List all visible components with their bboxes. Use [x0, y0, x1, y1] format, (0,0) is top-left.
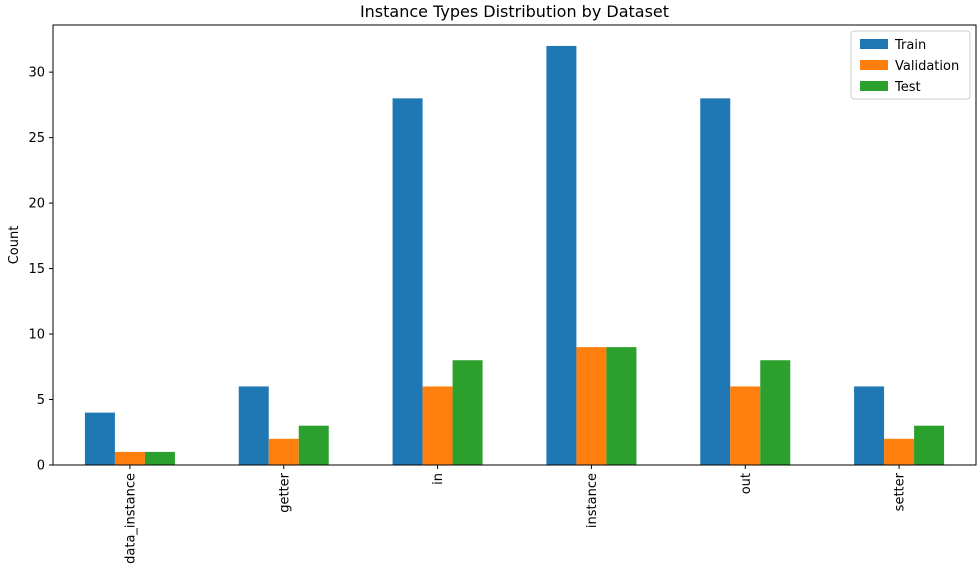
x-tick-label: instance — [585, 473, 600, 528]
x-tick-label: in — [431, 473, 446, 485]
y-tick-label: 15 — [28, 262, 45, 277]
plot-frame — [52, 24, 977, 466]
bar-test-data-instance — [144, 451, 175, 465]
plot-area — [84, 45, 945, 465]
bar-train-in — [392, 98, 423, 465]
bar-test-in — [452, 360, 483, 465]
x-axis-ticks: data_instance getter in instance out setter — [123, 465, 908, 564]
y-tick-label: 30 — [28, 66, 45, 81]
bar-test-setter — [914, 425, 945, 465]
bar-validation-data-instance — [114, 451, 145, 465]
legend-label-train: Train — [894, 38, 926, 53]
y-tick-label: 25 — [28, 131, 45, 146]
bar-train-instance — [546, 45, 577, 465]
bar-test-getter — [298, 425, 329, 465]
y-tick-label: 10 — [28, 328, 45, 343]
bar-train-data-instance — [84, 412, 115, 465]
y-tick-label: 5 — [37, 393, 45, 408]
x-tick-label: data_instance — [123, 473, 138, 564]
legend-swatch-train — [860, 39, 888, 49]
bar-train-getter — [238, 386, 269, 465]
y-axis-ticks: 0 5 10 15 20 25 30 — [28, 66, 53, 474]
legend-swatch-test — [860, 81, 888, 91]
bar-test-out — [760, 360, 791, 465]
chart-title: Instance Types Distribution by Dataset — [360, 2, 669, 21]
bar-validation-setter — [884, 438, 915, 465]
bar-validation-getter — [268, 438, 299, 465]
legend-swatch-validation — [860, 60, 888, 70]
bar-train-out — [700, 98, 731, 465]
legend-label-test: Test — [894, 80, 921, 95]
bar-validation-in — [422, 386, 453, 465]
bar-validation-instance — [576, 347, 607, 465]
y-tick-label: 20 — [28, 197, 45, 212]
bar-train-setter — [854, 386, 885, 465]
x-tick-label: setter — [893, 472, 908, 511]
x-tick-label: out — [739, 473, 754, 494]
y-axis-label: Count — [7, 226, 22, 265]
bar-validation-out — [730, 386, 761, 465]
bar-test-instance — [606, 347, 637, 465]
x-tick-label: getter — [277, 472, 292, 512]
legend: Train Validation Test — [850, 30, 971, 100]
y-tick-label: 0 — [37, 459, 45, 474]
legend-label-validation: Validation — [895, 59, 959, 74]
